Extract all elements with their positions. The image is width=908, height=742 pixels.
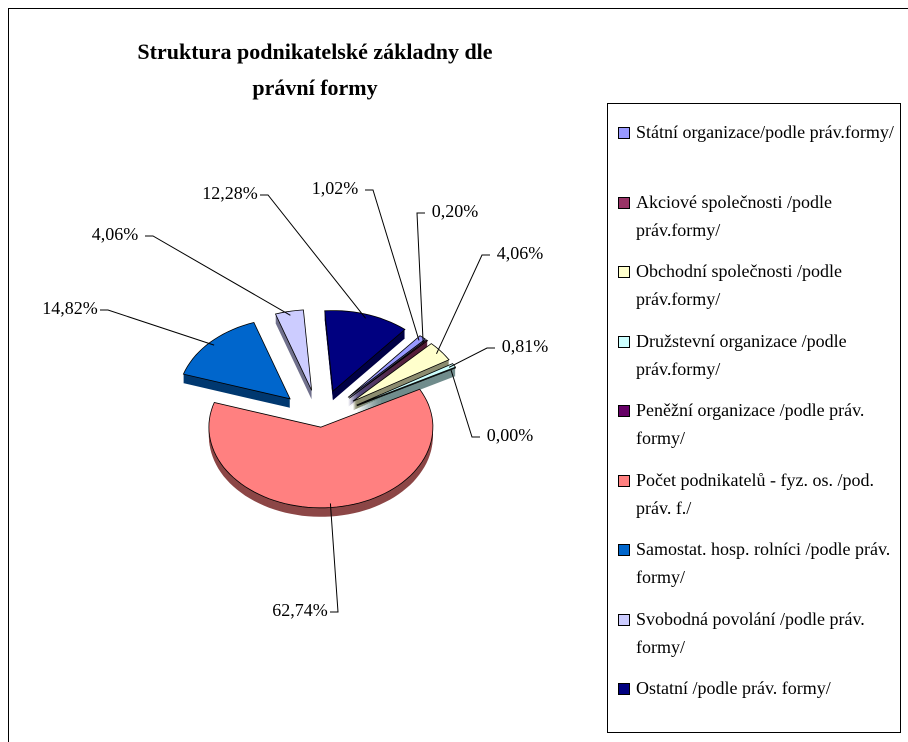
legend-label: Peněžní organizace /podle práv. formy/ — [636, 400, 865, 448]
slice-side — [349, 342, 428, 402]
legend-swatch — [618, 266, 630, 278]
legend-swatch — [618, 474, 630, 487]
legend-label: Samostat. hosp. rolníci /podle práv. for… — [636, 539, 891, 587]
data-label: 0,20% — [432, 201, 479, 221]
legend-item: Svobodná povolání /podle práv. formy/ — [618, 605, 900, 661]
legend-swatch — [618, 335, 630, 348]
slice-side — [349, 341, 428, 401]
chart-title: Struktura podnikatelské základny dle prá… — [137, 39, 493, 100]
leader-line — [365, 189, 420, 341]
legend-label: Státní organizace/podle práv.formy/ — [636, 122, 894, 142]
legend-label: Ostatní /podle práv. formy/ — [636, 678, 831, 698]
leader-line — [450, 369, 480, 438]
legend-swatch — [618, 127, 630, 139]
data-label: 0,81% — [502, 336, 549, 356]
slice-side — [349, 343, 428, 403]
legend-label: Družstevní organizace /podle práv.formy/ — [636, 330, 847, 379]
legend-item: Státní organizace/podle práv.formy/ — [618, 118, 900, 146]
leader-line — [416, 212, 425, 344]
slice — [352, 343, 450, 402]
legend-item: Obchodní společnosti /podle práv.formy/ — [618, 257, 900, 313]
label-bg — [425, 202, 485, 224]
legend-label: Akciové společnosti /podle práv.formy/ — [636, 191, 832, 240]
slice-side — [349, 344, 428, 404]
data-label: 1,02% — [312, 178, 359, 198]
leader-line — [145, 235, 291, 316]
legend: Státní organizace/podle práv.formy/Akcio… — [607, 103, 901, 733]
leader-line — [448, 347, 495, 368]
legend-swatch — [618, 683, 630, 695]
legend-item: Peněžní organizace /podle práv. formy/ — [618, 396, 900, 452]
chart-border — [8, 8, 908, 742]
leader-line — [436, 254, 490, 354]
label-bg — [40, 299, 100, 321]
legend-item: Akciové společnosti /podle práv.formy/ — [618, 188, 900, 244]
legend-label: Obchodní společnosti /podle práv.formy/ — [636, 261, 842, 309]
legend-item: Družstevní organizace /podle práv.formy/ — [618, 327, 900, 383]
leader-line — [260, 194, 366, 319]
slice — [182, 322, 291, 400]
data-label: 14,82% — [42, 298, 98, 318]
data-label: 0,00% — [487, 425, 534, 445]
legend-item: Počet podnikatelů - fyz. os. /pod. práv.… — [618, 466, 900, 522]
legend-swatch — [618, 196, 630, 209]
label-bg — [305, 179, 365, 201]
legend-label: Počet podnikatelů - fyz. os. /pod. práv.… — [636, 469, 874, 518]
label-bg — [85, 225, 145, 247]
legend-label: Svobodná povolání /podle práv. formy/ — [636, 608, 865, 657]
data-label: 62,74% — [272, 600, 328, 620]
label-bg — [495, 337, 555, 359]
legend-swatch — [618, 405, 630, 417]
leader-line — [329, 503, 339, 613]
leader-line — [100, 309, 215, 346]
slice — [356, 367, 457, 407]
legend-swatch — [618, 544, 630, 556]
data-label: 12,28% — [202, 183, 258, 203]
slice — [274, 309, 313, 391]
slice — [324, 310, 406, 393]
legend-swatch — [618, 613, 630, 626]
label-bg — [490, 244, 550, 266]
data-label: 4,06% — [92, 224, 139, 244]
label-bg — [200, 184, 260, 206]
data-label: 4,06% — [497, 243, 544, 263]
label-bg — [480, 426, 540, 448]
slice — [348, 339, 429, 399]
label-bg — [270, 601, 330, 623]
legend-item: Samostat. hosp. rolníci /podle práv. for… — [618, 535, 900, 591]
legend-item: Ostatní /podle práv. formy/ — [618, 674, 900, 702]
